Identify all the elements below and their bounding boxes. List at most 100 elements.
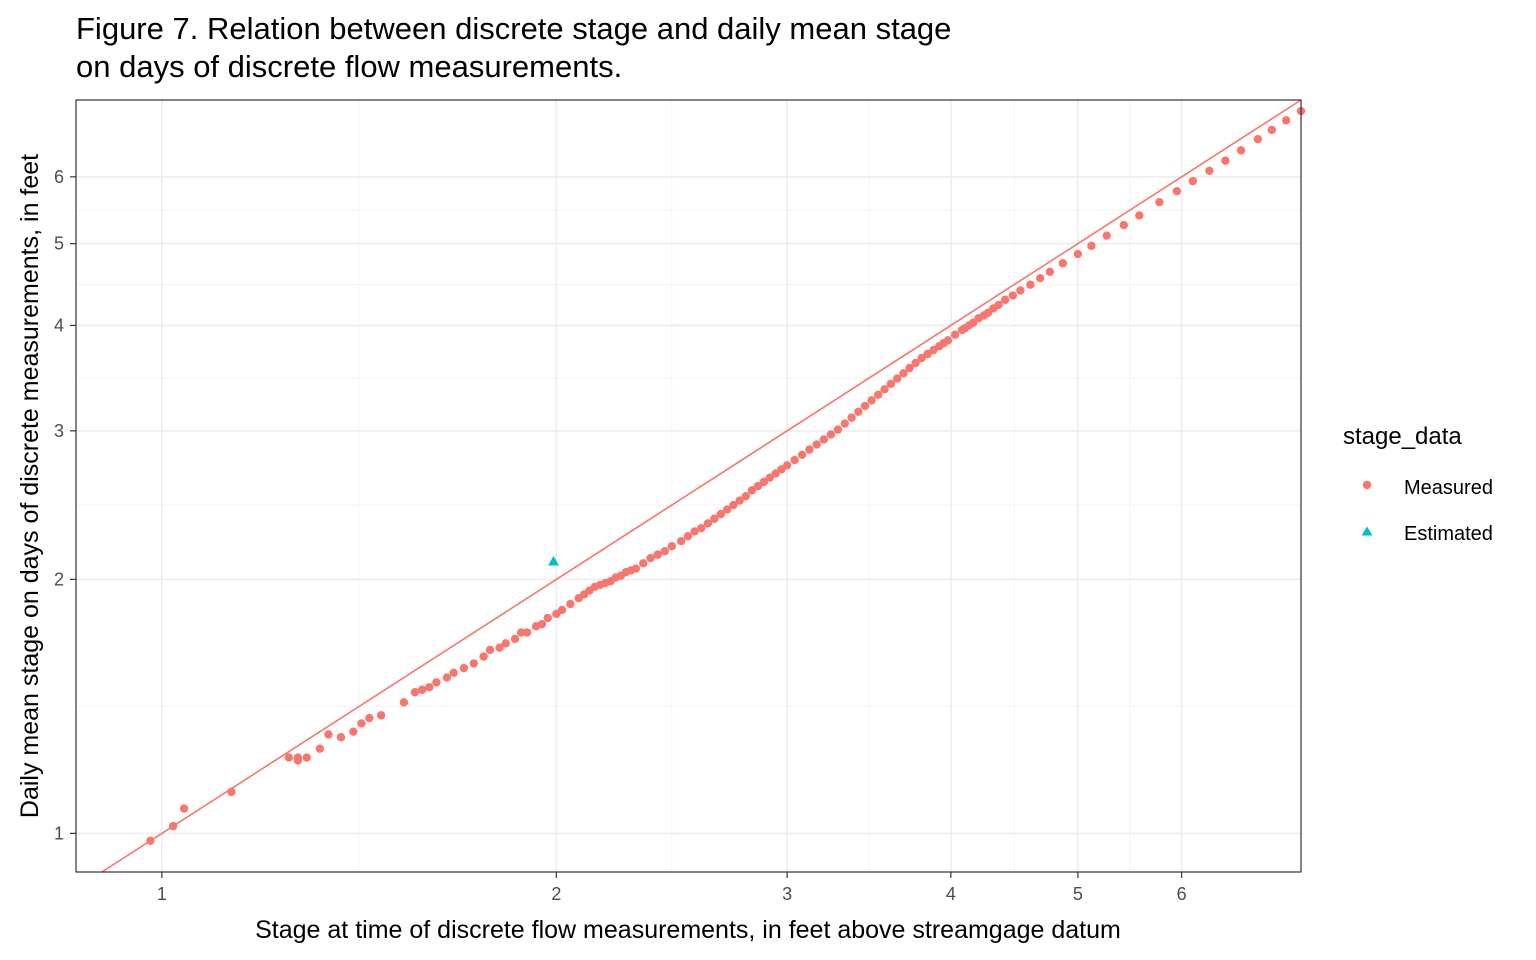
legend-label-measured: Measured bbox=[1404, 477, 1493, 499]
data-point-measured bbox=[690, 527, 699, 536]
legend-label-estimated: Estimated bbox=[1404, 523, 1493, 545]
data-point-measured bbox=[899, 369, 908, 378]
data-point-measured bbox=[905, 363, 914, 373]
y-tick-label: 5 bbox=[54, 234, 64, 254]
data-point-measured bbox=[847, 413, 856, 422]
data-point-measured bbox=[676, 536, 686, 546]
reference-line-group bbox=[101, 99, 1302, 873]
data-point-measured bbox=[1205, 166, 1214, 175]
y-axis-ticks: 1 2 3 4 5 6 bbox=[54, 167, 76, 843]
data-point-measured bbox=[747, 486, 757, 495]
data-point-measured bbox=[683, 532, 693, 541]
data-point-measured bbox=[943, 336, 953, 345]
data-point-measured bbox=[819, 435, 829, 444]
data-point-measured bbox=[892, 374, 902, 383]
data-point-measured bbox=[522, 628, 532, 637]
data-point-measured bbox=[860, 401, 870, 411]
data-point-measured bbox=[459, 663, 469, 673]
data-point-measured bbox=[1073, 249, 1083, 259]
data-point-measured bbox=[442, 673, 452, 682]
data-point-measured bbox=[410, 688, 420, 697]
x-axis-ticks: 1 2 3 4 5 6 bbox=[157, 872, 1187, 904]
data-point-measured bbox=[1236, 146, 1246, 155]
data-point-measured bbox=[557, 605, 567, 615]
data-point-measured bbox=[1058, 259, 1068, 268]
data-point-measured bbox=[516, 628, 526, 637]
data-point-measured bbox=[826, 430, 836, 439]
data-point-measured bbox=[797, 450, 807, 460]
data-point-measured bbox=[722, 505, 732, 514]
data-point-measured bbox=[469, 659, 479, 668]
data-point-measured bbox=[485, 645, 495, 655]
data-point-measured bbox=[697, 523, 706, 533]
data-point-measured bbox=[566, 599, 575, 609]
data-point-measured bbox=[873, 390, 883, 400]
one-to-one-line bbox=[101, 99, 1302, 873]
x-axis-title: Stage at time of discrete flow measureme… bbox=[255, 916, 1121, 944]
y-tick-label: 4 bbox=[54, 315, 64, 335]
data-point-measured bbox=[812, 440, 821, 449]
data-point-measured bbox=[854, 407, 863, 416]
data-point-measured bbox=[880, 385, 889, 394]
data-point-measured bbox=[840, 419, 850, 428]
data-point-measured bbox=[1016, 286, 1025, 295]
data-point-measured bbox=[1008, 291, 1018, 300]
data-point-measured bbox=[501, 639, 510, 648]
data-point-measured bbox=[1155, 197, 1164, 207]
data-point-measured bbox=[867, 396, 876, 405]
data-point-measured bbox=[833, 425, 843, 434]
x-tick-label: 6 bbox=[1177, 884, 1187, 904]
data-point-measured bbox=[631, 564, 641, 573]
legend-item-measured: Measured bbox=[1362, 477, 1493, 499]
data-point-measured bbox=[660, 547, 670, 556]
data-point-measured bbox=[1000, 295, 1010, 304]
data-point-measured bbox=[510, 634, 520, 644]
data-point-measured bbox=[710, 514, 719, 523]
data-point-measured bbox=[1036, 274, 1045, 283]
data-point-measured bbox=[753, 481, 763, 491]
x-tick-label: 4 bbox=[946, 884, 956, 904]
data-point-measured bbox=[1267, 125, 1277, 135]
data-point-measured bbox=[1087, 241, 1096, 251]
data-point-measured bbox=[646, 553, 655, 563]
x-tick-label: 1 bbox=[157, 884, 167, 904]
data-point-measured bbox=[449, 668, 458, 678]
data-point-measured bbox=[495, 643, 504, 652]
major-gridlines bbox=[76, 100, 1301, 872]
data-point-measured bbox=[365, 713, 374, 723]
y-tick-label: 3 bbox=[54, 421, 64, 441]
data-point-estimated bbox=[547, 556, 559, 566]
data-point-measured bbox=[1045, 267, 1055, 277]
data-point-measured bbox=[376, 711, 386, 720]
data-point-measured bbox=[1026, 280, 1035, 289]
data-point-measured bbox=[1281, 116, 1291, 125]
data-point-measured bbox=[886, 379, 896, 389]
data-point-measured bbox=[432, 678, 441, 687]
legend: stage_data Measured Estimated bbox=[1343, 423, 1493, 545]
data-point-measured bbox=[284, 753, 294, 762]
data-point-measured bbox=[653, 550, 662, 559]
data-point-measured bbox=[1221, 156, 1230, 165]
data-point-measured bbox=[357, 719, 366, 728]
data-point-measured bbox=[917, 353, 926, 363]
data-point-measured bbox=[765, 473, 774, 482]
data-point-measured bbox=[349, 727, 358, 736]
data-point-measured bbox=[703, 519, 713, 528]
data-point-measured bbox=[425, 683, 434, 692]
data-point-measured bbox=[759, 477, 769, 487]
data-point-measured bbox=[1172, 186, 1182, 196]
data-point-measured bbox=[543, 613, 552, 623]
panel-border bbox=[75, 99, 1302, 873]
data-point-measured bbox=[302, 753, 311, 762]
data-point-measured bbox=[950, 330, 960, 339]
y-axis-title: Daily mean stage on days of discrete mea… bbox=[16, 154, 44, 818]
legend-key-estimated bbox=[1361, 526, 1373, 536]
data-point-measured bbox=[227, 787, 236, 797]
y-tick-label: 6 bbox=[54, 167, 64, 187]
data-point-measured bbox=[146, 836, 155, 845]
data-point-measured bbox=[667, 541, 677, 551]
data-point-measured bbox=[741, 491, 751, 501]
data-point-measured bbox=[168, 821, 178, 831]
chart-title: Figure 7. Relation between discrete stag… bbox=[76, 11, 952, 84]
